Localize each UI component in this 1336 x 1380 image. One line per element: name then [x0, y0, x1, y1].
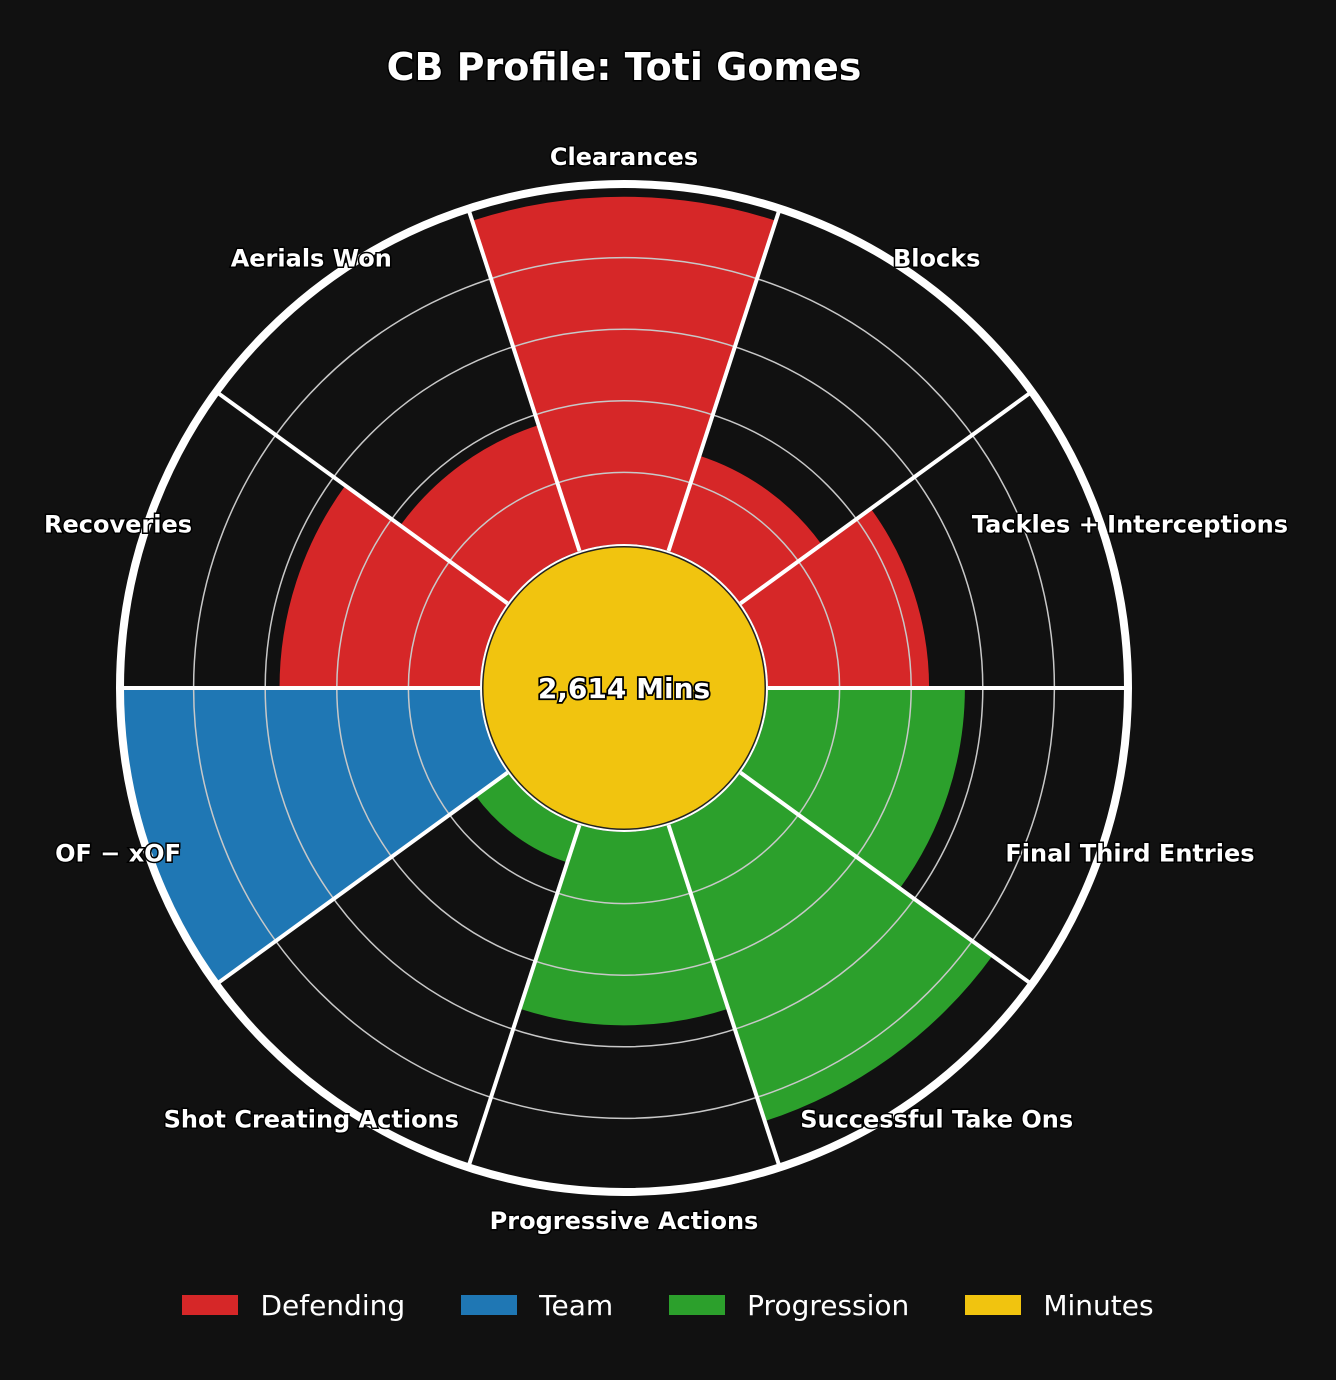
spoke-line — [216, 771, 509, 985]
spoke-line — [739, 771, 1032, 985]
category-label: Blocks — [893, 245, 980, 273]
bar-final-third-entries — [740, 688, 965, 889]
category-label: Aerials Won — [231, 245, 392, 273]
spoke-line — [666, 209, 782, 552]
category-label: Recoveries — [44, 511, 192, 539]
legend-label: Minutes — [1043, 1288, 1154, 1322]
bar-shot-creating-actions — [475, 772, 580, 863]
category-label: Clearances — [550, 143, 698, 171]
minutes-label: 2,614 Mins — [538, 672, 710, 705]
bar-clearances — [472, 196, 776, 552]
bar-recoveries — [279, 485, 508, 688]
spoke-line — [466, 824, 582, 1167]
legend: Defending Team Progression Minutes — [0, 1280, 1336, 1330]
legend-swatch — [669, 1295, 726, 1315]
legend-swatch — [965, 1295, 1022, 1315]
legend-item-defending: Defending — [182, 1289, 405, 1322]
legend-item-minutes: Minutes — [965, 1288, 1154, 1322]
category-label: OF − xOF — [55, 839, 181, 867]
legend-swatch — [182, 1295, 239, 1315]
category-label: Final Third Entries — [1005, 839, 1254, 867]
spoke-line — [216, 391, 509, 605]
legend-swatch — [461, 1295, 518, 1315]
legend-item-progression: Progression — [669, 1289, 909, 1322]
bar-tackles-interceptions — [740, 508, 930, 688]
legend-label: Progression — [747, 1288, 910, 1322]
bar-progressive-actions — [519, 824, 729, 1026]
legend-label: Team — [539, 1288, 614, 1322]
spoke-line — [466, 209, 582, 552]
legend-item-team: Team — [461, 1289, 613, 1322]
bar-of-xof — [122, 688, 508, 984]
bar-successful-take-ons — [668, 772, 993, 1122]
category-label: Successful Take Ons — [800, 1105, 1073, 1133]
category-label: Progressive Actions — [490, 1207, 759, 1235]
category-label: Tackles + Interceptions — [972, 511, 1288, 539]
spoke-line — [666, 824, 782, 1167]
outer-ring — [116, 180, 1132, 1196]
minutes-circle — [483, 547, 765, 829]
legend-label: Defending — [260, 1288, 406, 1322]
category-label: Shot Creating Actions — [164, 1105, 459, 1133]
bar-blocks — [668, 455, 822, 604]
spoke-line — [739, 391, 1032, 605]
bar-aerials-won — [400, 425, 580, 604]
chart-title: CB Profile: Toti Gomes — [387, 45, 862, 89]
